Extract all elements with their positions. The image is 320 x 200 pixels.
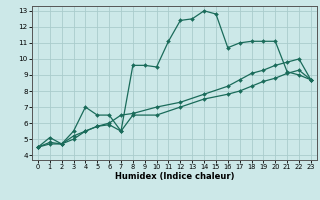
X-axis label: Humidex (Indice chaleur): Humidex (Indice chaleur): [115, 172, 234, 181]
